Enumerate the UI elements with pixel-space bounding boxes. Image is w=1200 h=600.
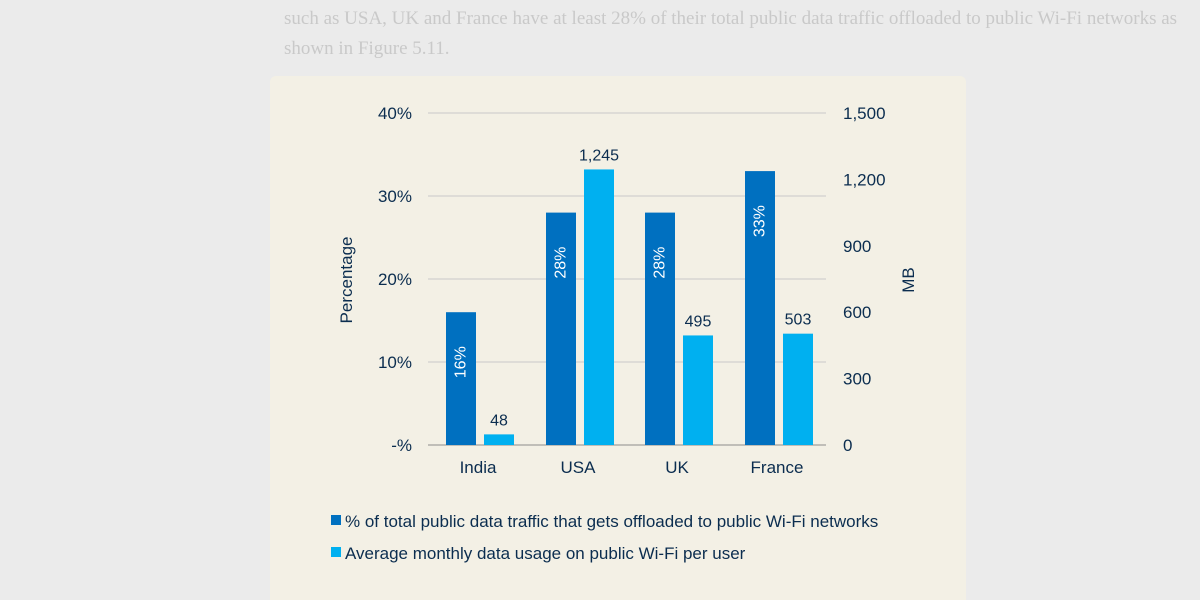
data-label: 503 [785, 312, 812, 329]
chart-panel [270, 76, 966, 600]
bar-mb-india [484, 434, 514, 445]
bar-percent-usa [546, 212, 576, 445]
data-label: 48 [490, 412, 508, 429]
data-label: 33% [752, 205, 769, 237]
y-axis-title: Percentage [337, 237, 356, 324]
data-label: 1,245 [579, 147, 619, 164]
bar-percent-uk [645, 212, 675, 445]
data-label: 495 [685, 313, 712, 330]
y-tick-label: 20% [378, 270, 412, 289]
bar-mb-usa [584, 169, 614, 445]
y-tick-label: 10% [378, 353, 412, 372]
y-tick-label: 30% [378, 187, 412, 206]
legend-swatch-series-1 [331, 547, 341, 557]
y2-tick-label: 900 [843, 237, 871, 256]
y2-axis-title: MB [899, 267, 918, 293]
background-paragraph: such as USA, UK and France have at least… [284, 4, 1200, 64]
legend: % of total public data traffic that gets… [331, 512, 878, 563]
data-label: 16% [453, 346, 470, 378]
data-label: 28% [652, 247, 669, 279]
x-tick-label: France [751, 458, 804, 477]
chart-text: Percentage MB -% 10% 20% 30% 40% 0 300 600 900 1,… [337, 104, 918, 477]
data-label: 28% [553, 247, 570, 279]
bar-percent-india [446, 312, 476, 445]
y2-tick-label: 0 [843, 436, 852, 455]
legend-label-series-0: % of total public data traffic that gets… [345, 512, 878, 531]
bar-mb-uk [683, 335, 713, 445]
y-tick-label: 40% [378, 104, 412, 123]
background-paragraph-line: shown in Figure 5.11. [284, 38, 450, 59]
bar-percent-france [745, 171, 775, 445]
y2-tick-label: 300 [843, 370, 871, 389]
x-tick-label: USA [561, 458, 597, 477]
bars [446, 169, 813, 445]
y2-tick-label: 1,200 [843, 170, 886, 189]
bar-mb-france [783, 333, 813, 445]
x-tick-label: India [460, 458, 497, 477]
y2-tick-label: 600 [843, 303, 871, 322]
legend-label-series-1: Average monthly data usage on public Wi-… [345, 544, 746, 563]
y-tick-label: -% [391, 436, 412, 455]
legend-swatch-series-0 [331, 515, 341, 525]
y2-tick-label: 1,500 [843, 104, 886, 123]
x-tick-label: UK [665, 458, 689, 477]
background-paragraph-line: such as USA, UK and France have at least… [284, 8, 1178, 29]
